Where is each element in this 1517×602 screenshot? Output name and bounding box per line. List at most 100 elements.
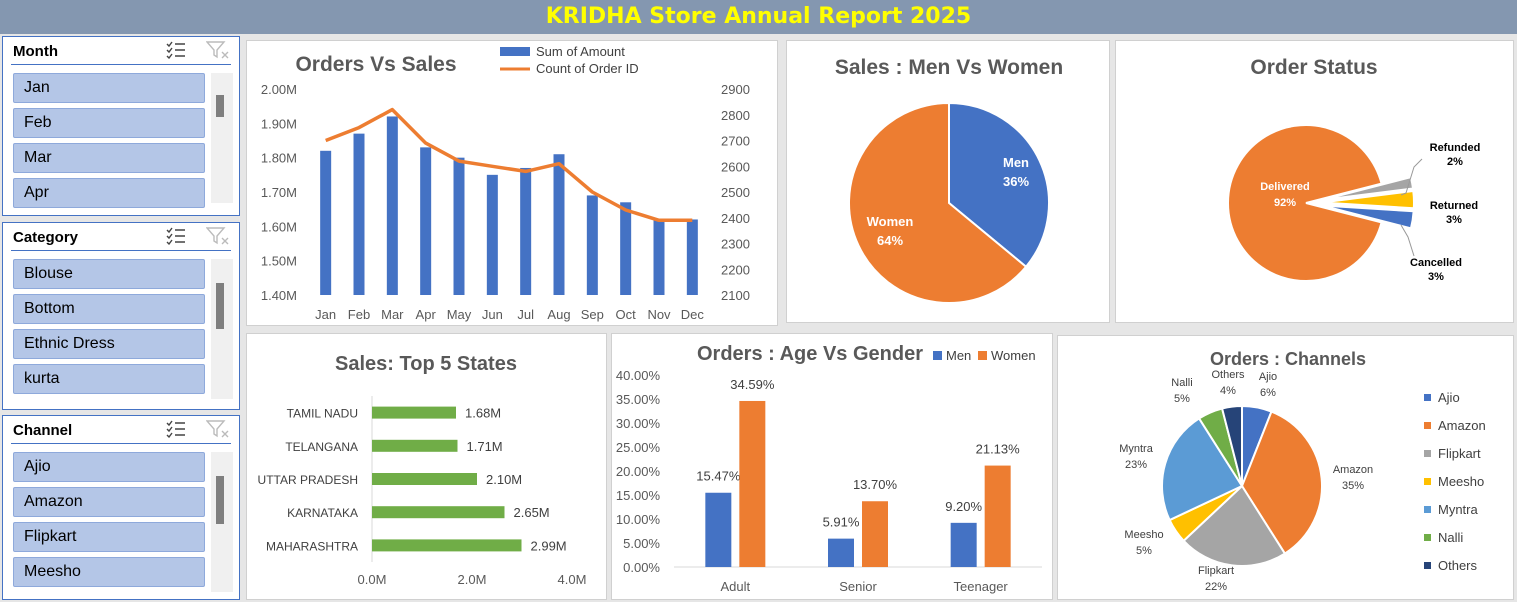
data-label: 5.91% bbox=[823, 515, 860, 530]
slicer-title: Channel bbox=[13, 422, 73, 439]
y-tick: 0.00% bbox=[623, 560, 660, 575]
x-tick: Mar bbox=[381, 307, 404, 322]
chart-title: Orders : Channels bbox=[1210, 349, 1366, 369]
bar bbox=[686, 219, 698, 295]
slicer-item[interactable]: Amazon bbox=[13, 487, 205, 517]
scroll-thumb[interactable] bbox=[216, 95, 224, 117]
legend-label: Sum of Amount bbox=[536, 44, 625, 59]
slicer-title: Month bbox=[13, 43, 58, 60]
pie-slice bbox=[848, 101, 1028, 304]
channels-svg: Orders : Channels Ajio 6% Ajio Amazon 35% Amaz… bbox=[1119, 349, 1486, 593]
slicer-channel: Channel Ajio Amazon Flipkart Meesho bbox=[2, 415, 240, 600]
slice-value: 6% bbox=[1260, 387, 1276, 399]
data-label: 2.99M bbox=[531, 538, 567, 553]
slicer-item[interactable]: Blouse bbox=[13, 259, 205, 289]
y-left-tick: 1.90M bbox=[261, 116, 297, 131]
pie-slice bbox=[1227, 124, 1383, 282]
slicer-item[interactable]: Ajio bbox=[13, 452, 205, 482]
line-series bbox=[325, 107, 693, 223]
slicer-category: Category Blouse Bottom Ethnic Dress kurt… bbox=[2, 222, 240, 410]
slicer-item[interactable]: Jan bbox=[13, 73, 205, 103]
scrollbar[interactable] bbox=[211, 73, 233, 203]
data-label: 15.47% bbox=[696, 469, 741, 484]
legend-swatch bbox=[933, 351, 942, 360]
legend-label: Nalli bbox=[1438, 530, 1463, 545]
slice-value: 64% bbox=[877, 233, 903, 248]
slicer-item[interactable]: Flipkart bbox=[13, 522, 205, 552]
age-gender-chart: Orders : Age Vs Gender 0.00% 5.00% 10.00% 15… bbox=[611, 333, 1053, 600]
legend-label: Flipkart bbox=[1438, 446, 1481, 461]
multi-select-icon[interactable] bbox=[166, 420, 186, 438]
bar bbox=[828, 538, 854, 567]
slice-label: Nalli bbox=[1171, 377, 1192, 389]
scrollbar[interactable] bbox=[211, 452, 233, 592]
clear-filter-icon[interactable] bbox=[206, 419, 230, 439]
y-right-tick: 2300 bbox=[721, 237, 750, 252]
slicer-header: Channel bbox=[11, 416, 231, 444]
legend-swatch bbox=[1424, 506, 1431, 513]
x-tick: Aug bbox=[547, 307, 570, 322]
x-tick: Jul bbox=[517, 307, 534, 322]
y-right-tick: 2100 bbox=[721, 288, 750, 303]
y-right-tick: 2800 bbox=[721, 108, 750, 123]
slicer-item[interactable]: Apr bbox=[13, 178, 205, 208]
slice-value: 2% bbox=[1447, 156, 1463, 168]
top-states-svg: Sales: Top 5 States TAMIL NADU 1.68M TELANG… bbox=[258, 353, 587, 587]
bar bbox=[372, 473, 477, 485]
legend-label: Myntra bbox=[1438, 502, 1479, 517]
legend-swatch bbox=[1424, 394, 1431, 401]
slice-value: 22% bbox=[1205, 581, 1227, 593]
pie-slice bbox=[1182, 484, 1287, 567]
slicer-item[interactable]: Mar bbox=[13, 143, 205, 173]
y-tick: 30.00% bbox=[616, 416, 661, 431]
category-label: TELANGANA bbox=[285, 440, 358, 454]
y-tick: 15.00% bbox=[616, 488, 661, 503]
pie-slice bbox=[1161, 417, 1244, 522]
multi-select-icon[interactable] bbox=[166, 41, 186, 59]
pie-slice bbox=[1240, 410, 1323, 555]
bar bbox=[372, 539, 522, 552]
slice-value: 23% bbox=[1125, 459, 1147, 471]
bar bbox=[320, 150, 332, 295]
slicer-item[interactable]: Meesho bbox=[13, 557, 205, 587]
slicer-item[interactable]: kurta bbox=[13, 364, 205, 394]
slice-label: Women bbox=[867, 214, 914, 229]
bar bbox=[372, 406, 456, 419]
legend-label: Count of Order ID bbox=[536, 61, 639, 76]
x-tick: 2.0M bbox=[458, 572, 487, 587]
bar bbox=[739, 400, 766, 567]
slicer-item[interactable]: Ethnic Dress bbox=[13, 329, 205, 359]
slice-value: 4% bbox=[1220, 385, 1236, 397]
slice-label: Flipkart bbox=[1198, 565, 1234, 577]
pie-slice bbox=[1321, 204, 1415, 230]
orders-vs-sales-chart: Orders Vs Sales 1.40M 1.50M 1.60M 1.70M 1.80M… bbox=[246, 40, 778, 326]
slicer-header: Category bbox=[11, 223, 231, 251]
x-tick: 4.0M bbox=[558, 572, 587, 587]
multi-select-icon[interactable] bbox=[166, 227, 186, 245]
data-label: 2.65M bbox=[514, 505, 550, 520]
slice-label: Refunded bbox=[1430, 142, 1481, 154]
y-left-tick: 2.00M bbox=[261, 82, 297, 97]
y-left-tick: 1.70M bbox=[261, 185, 297, 200]
legend-label: Women bbox=[991, 348, 1036, 363]
slicer-items: Ajio Amazon Flipkart Meesho bbox=[13, 452, 205, 592]
scroll-thumb[interactable] bbox=[216, 476, 224, 524]
slice-label: Cancelled bbox=[1410, 257, 1462, 269]
y-tick: 40.00% bbox=[616, 368, 661, 383]
slice-label: Men bbox=[1003, 155, 1029, 170]
y-right-tick: 2600 bbox=[721, 159, 750, 174]
clear-filter-icon[interactable] bbox=[206, 226, 230, 246]
legend-label: Others bbox=[1438, 558, 1478, 573]
legend-swatch bbox=[1424, 478, 1431, 485]
scroll-thumb[interactable] bbox=[216, 283, 224, 329]
data-label: 2.10M bbox=[486, 472, 522, 487]
slicer-item[interactable]: Bottom bbox=[13, 294, 205, 324]
scrollbar[interactable] bbox=[211, 259, 233, 399]
clear-filter-icon[interactable] bbox=[206, 40, 230, 60]
bar bbox=[486, 174, 498, 295]
bar bbox=[372, 506, 505, 519]
data-label: 13.70% bbox=[853, 477, 898, 492]
x-tick: Feb bbox=[348, 307, 370, 322]
slicer-items: Jan Feb Mar Apr bbox=[13, 73, 205, 213]
slicer-item[interactable]: Feb bbox=[13, 108, 205, 138]
